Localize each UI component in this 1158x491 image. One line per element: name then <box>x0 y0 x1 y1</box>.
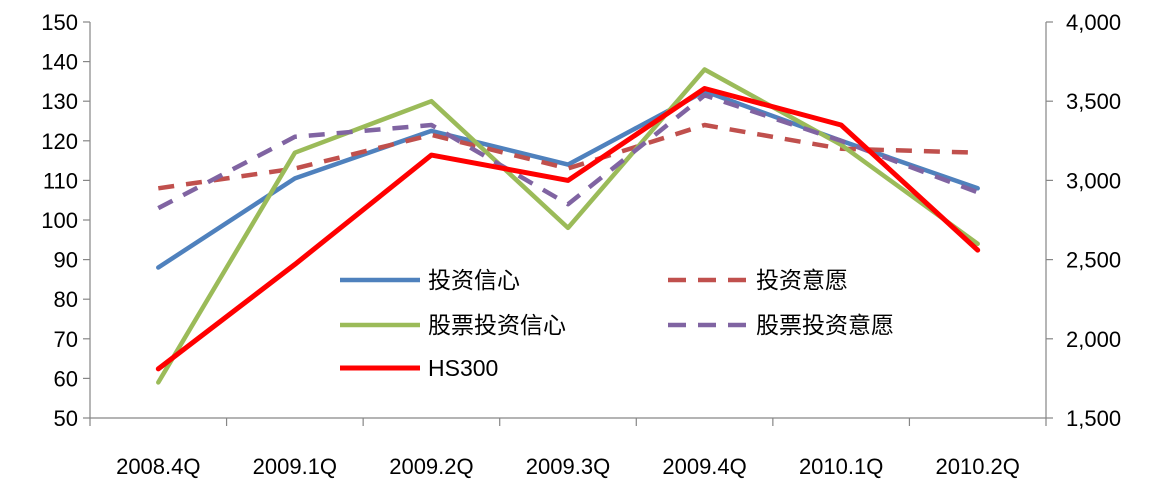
legend-label-2: 股票投资信心 <box>428 312 566 338</box>
series-line-4 <box>155 86 981 372</box>
x-tick-label: 2010.2Q <box>936 454 1020 479</box>
y-left-tick-label: 80 <box>54 287 78 312</box>
y-right-tick-label: 4,000 <box>1066 10 1121 35</box>
y-right-tick-label: 3,000 <box>1066 168 1121 193</box>
legend-label-1: 投资意愿 <box>756 267 848 293</box>
y-right-tick-label: 2,500 <box>1066 248 1121 273</box>
x-tick-label: 2009.4Q <box>662 454 746 479</box>
x-tick-label: 2009.3Q <box>526 454 610 479</box>
legend-label-3: 股票投资意愿 <box>756 312 894 338</box>
x-tick-label: 2010.1Q <box>799 454 883 479</box>
y-left-tick-label: 140 <box>41 50 78 75</box>
series-lines <box>155 67 981 385</box>
y-right-tick-label: 1,500 <box>1066 406 1121 431</box>
axes <box>83 21 1053 426</box>
legend-label-0: 投资信心 <box>428 267 520 293</box>
y-left-tick-label: 150 <box>41 10 78 35</box>
legend-label-4: HS300 <box>428 355 498 381</box>
x-tick-label: 2009.1Q <box>253 454 337 479</box>
series-line-3 <box>157 93 979 211</box>
x-tick-label: 2009.2Q <box>389 454 473 479</box>
y-left-tick-label: 100 <box>41 208 78 233</box>
series-line-1 <box>157 122 978 191</box>
y-right-tick-label: 3,500 <box>1066 89 1121 114</box>
y-left-tick-label: 110 <box>43 168 78 193</box>
y-left-tick-label: 120 <box>41 129 78 154</box>
y-left-tick-label: 90 <box>54 248 78 273</box>
y-left-tick-label: 50 <box>54 406 78 431</box>
y-left-tick-label: 70 <box>54 327 78 352</box>
x-tick-label: 2008.4Q <box>116 454 200 479</box>
y-left-tick-label: 130 <box>41 89 78 114</box>
y-right-tick-label: 2,000 <box>1066 327 1121 352</box>
tick-labels: 50 60 70 80 90 100 110 120 130 140 150 1,500 2,000 2,… <box>41 10 1121 479</box>
y-left-tick-label: 60 <box>54 366 78 391</box>
series-line-2 <box>156 67 980 385</box>
